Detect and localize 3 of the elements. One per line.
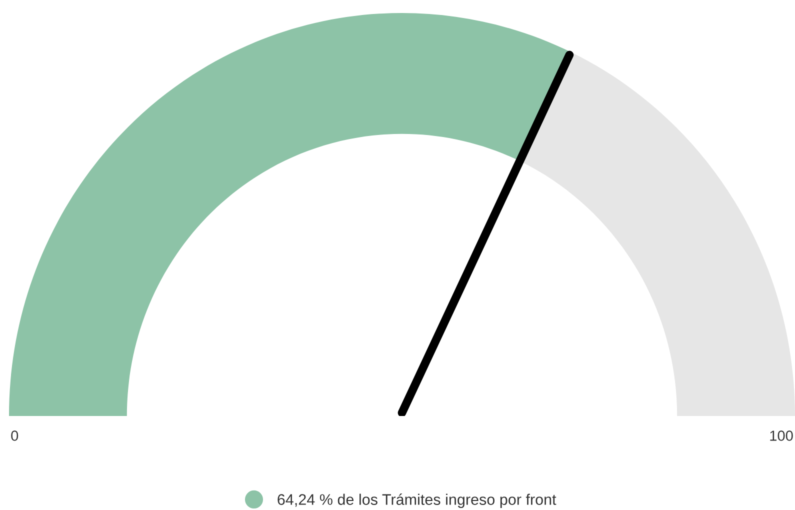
- legend-label: 64,24 % de los Trámites ingreso por front: [278, 494, 556, 508]
- text: 0: [11, 430, 18, 441]
- text: 100: [770, 430, 793, 441]
